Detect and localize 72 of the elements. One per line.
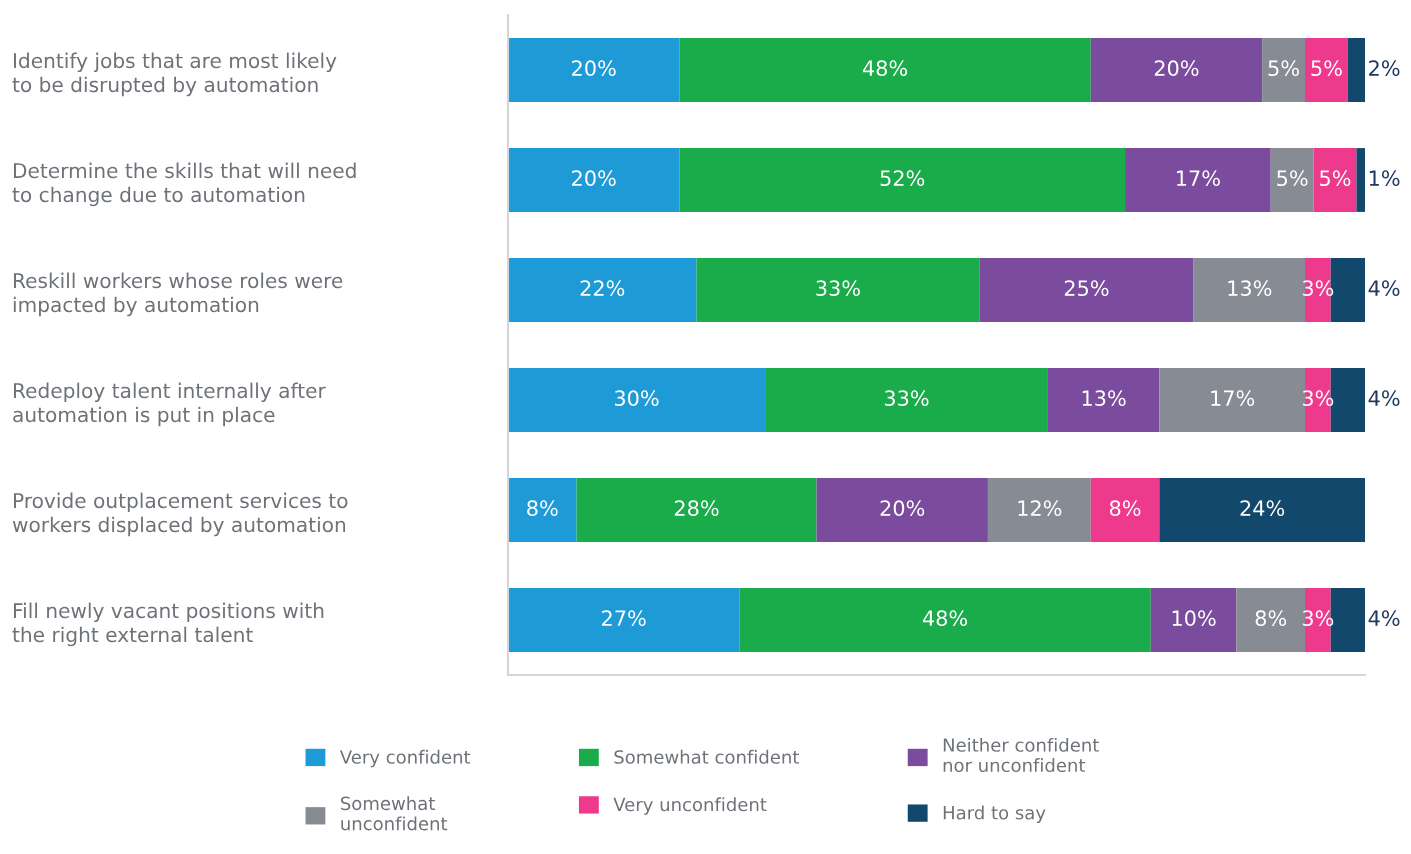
- data-label: 17%: [1177, 170, 1220, 187]
- bar: [508, 588, 740, 652]
- data-label: 33%: [816, 280, 860, 297]
- bar: [1270, 148, 1314, 212]
- data-label: 8%: [527, 500, 558, 517]
- data-label: 2%: [1369, 60, 1400, 77]
- bar: [765, 368, 1048, 432]
- y-tick-label: Identify jobs that are most likely to be disrupted by automation: [12, 52, 337, 97]
- data-label: 1%: [1369, 170, 1400, 187]
- data-label: 20%: [880, 500, 925, 517]
- legend-label: Very unconfident: [613, 797, 767, 815]
- data-label: 28%: [674, 500, 719, 517]
- data-label: 27%: [602, 610, 646, 627]
- data-label: 5%: [1268, 60, 1299, 77]
- bar: [1356, 148, 1365, 212]
- bar: [1125, 148, 1271, 212]
- y-tick-label: Provide outplacement services to workers displaced by automation: [12, 492, 348, 537]
- bar: [816, 478, 988, 542]
- bar: [679, 38, 1091, 102]
- data-label: 24%: [1240, 500, 1285, 517]
- data-label: 48%: [922, 610, 968, 627]
- bar: [1262, 38, 1306, 102]
- bar: [739, 588, 1151, 652]
- data-label: 8%: [1109, 500, 1141, 517]
- bar: [1047, 368, 1160, 432]
- legend-label: Hard to say: [943, 805, 1046, 824]
- y-tick-label: Determine the skills that will need to change due to automation: [12, 162, 356, 207]
- data-label: 10%: [1172, 610, 1216, 627]
- legend-label: Somewhat unconfident: [341, 796, 448, 831]
- y-tick-label: Redeploy talent internally after automation is put in place: [13, 382, 326, 427]
- data-label: 20%: [1154, 60, 1199, 77]
- data-label: 25%: [1064, 280, 1109, 297]
- bar: [508, 368, 766, 432]
- data-label: 13%: [1082, 390, 1126, 407]
- data-label: 5%: [1311, 60, 1342, 77]
- bar: [679, 148, 1126, 212]
- data-label: 20%: [572, 170, 616, 187]
- legend-label: Very confident: [339, 749, 471, 768]
- data-label: 5%: [1320, 170, 1351, 187]
- bar: [1090, 38, 1263, 102]
- bar: [508, 258, 697, 322]
- bar: [1150, 588, 1237, 652]
- bar: [1305, 38, 1348, 102]
- data-label: 52%: [880, 170, 925, 187]
- data-label: 33%: [884, 390, 929, 407]
- data-label: 20%: [572, 60, 616, 77]
- data-label: 12%: [1018, 500, 1062, 517]
- bar: [1159, 478, 1365, 542]
- data-label: 4%: [1368, 610, 1400, 627]
- bar: [1347, 38, 1365, 102]
- bar: [1313, 148, 1357, 212]
- data-label: 13%: [1228, 280, 1272, 297]
- bar: [508, 478, 577, 542]
- legend-label: Somewhat confident: [614, 749, 799, 764]
- data-label: 48%: [862, 60, 908, 77]
- bar: [508, 38, 680, 102]
- bar: [979, 258, 1194, 322]
- bar: [987, 478, 1091, 542]
- data-label: 4%: [1368, 390, 1400, 407]
- bar: [1090, 478, 1160, 542]
- data-label: 8%: [1255, 610, 1287, 627]
- bar: [696, 258, 980, 322]
- y-tick-label: Fill newly vacant positions with the right external talent: [12, 602, 324, 647]
- data-label: 4%: [1368, 280, 1400, 297]
- bar: [508, 148, 680, 212]
- legend-label: Neither confident nor unconfident: [943, 737, 1099, 773]
- y-tick-label: Reskill workers whose roles were impacted by automation: [13, 272, 343, 317]
- data-label: 5%: [1277, 170, 1308, 187]
- data-label: 30%: [614, 390, 659, 407]
- data-label: 17%: [1211, 390, 1255, 407]
- bar: [576, 478, 817, 542]
- data-label: 22%: [580, 280, 625, 297]
